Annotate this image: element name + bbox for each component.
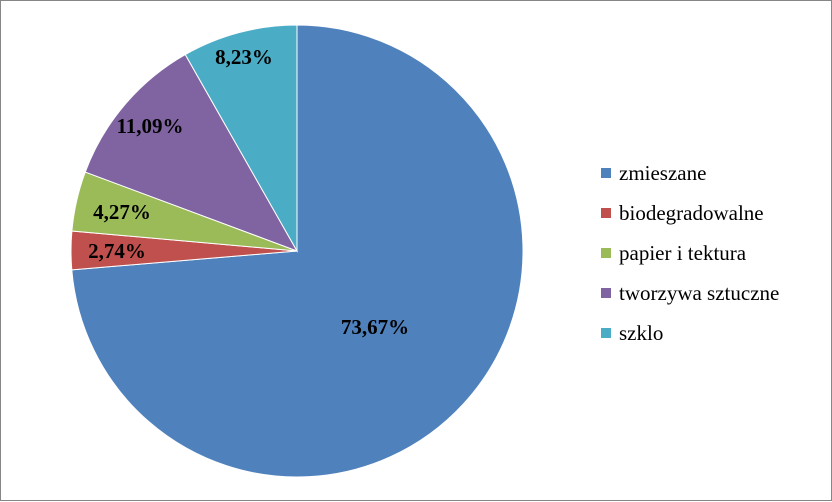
legend-item-biodegradowalne: biodegradowalne [601, 193, 779, 233]
pie-data-labels: 73,67% 2,74% 4,27% 11,09% 8,23% [88, 45, 409, 339]
legend-item-zmieszane: zmieszane [601, 153, 779, 193]
legend-label: papier i tektura [619, 240, 747, 265]
pie-slice-tworzywa-sztuczne [84, 53, 299, 252]
data-label-papier-i-tektura: 4,27% [93, 200, 151, 224]
legend-swatch [601, 208, 611, 218]
pie-slice-szklo [184, 24, 298, 253]
legend: zmieszane biodegradowalne papier i tektu… [601, 153, 779, 353]
legend-label: tworzywa sztuczne [619, 280, 780, 305]
data-label-tworzywa-sztuczne: 11,09% [116, 114, 183, 138]
pie-slices [70, 24, 524, 478]
legend-item-tworzywa-sztuczne: tworzywa sztuczne [601, 273, 779, 313]
legend-swatch [601, 328, 611, 338]
legend-label: biodegradowalne [619, 200, 764, 225]
legend-swatch [601, 248, 611, 258]
legend-swatch [601, 288, 611, 298]
legend-label: szklo [619, 320, 664, 345]
legend-item-papier-i-tektura: papier i tektura [601, 233, 779, 273]
data-label-zmieszane: 73,67% [341, 315, 409, 339]
legend-label: zmieszane [619, 160, 707, 185]
data-label-biodegradowalne: 2,74% [88, 239, 146, 263]
data-label-szklo: 8,23% [215, 45, 273, 69]
legend-item-szklo: szklo [601, 313, 779, 353]
legend-swatch [601, 168, 611, 178]
